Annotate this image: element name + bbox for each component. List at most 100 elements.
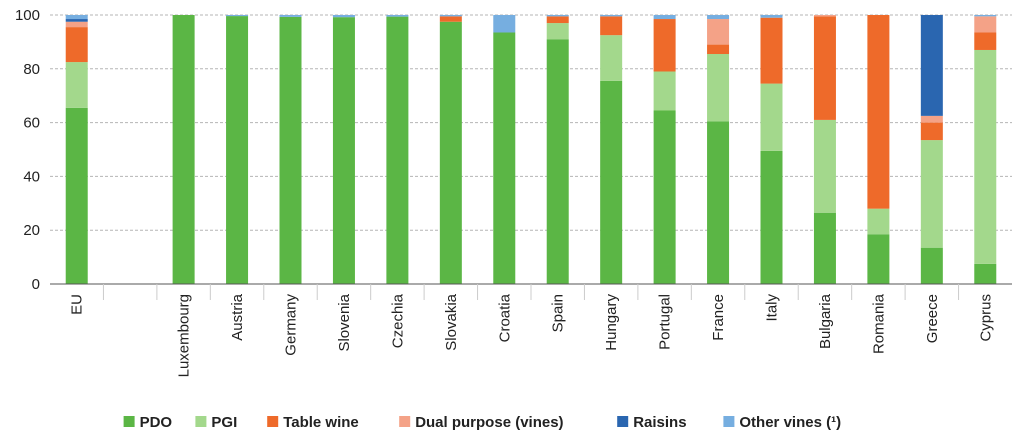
bar-segment-other-vines-spain (546, 15, 569, 17)
bar-segment-pgi-bulgaria (813, 119, 836, 213)
bar-segment-other-vines-czechia (386, 15, 409, 17)
bar-segment-table-wine-france (707, 44, 730, 55)
legend-label-pgi: PGI (211, 414, 237, 431)
x-tick-label-bulgaria: Bulgaria (817, 293, 834, 349)
x-tick-label-luxembourg: Luxembourg (176, 294, 193, 377)
legend-swatch-raisins (617, 416, 629, 427)
x-tick-label-germany: Germany (283, 294, 300, 356)
bar-segment-dual-purpose-cyprus (974, 16, 997, 33)
bar-segment-pdo-spain (546, 39, 569, 285)
bar-segment-other-vines-france (707, 15, 730, 20)
bar-segment-other-vines-slovakia (439, 15, 462, 17)
bar-segment-pdo-germany (279, 16, 302, 285)
bar-segment-pdo-croatia (493, 32, 516, 284)
bar-segment-table-wine-italy (760, 17, 783, 84)
bar-segment-pgi-spain (546, 23, 569, 40)
legend: PDO PGI Table wine Dual purpose (vines) Rais… (123, 414, 841, 431)
bar-segment-dual-purpose-bulgaria (813, 15, 836, 17)
bar-segment-other-vines-italy (760, 15, 783, 18)
bar-segment-table-wine-hungary (600, 16, 623, 36)
bar-segment-pgi-france (707, 54, 730, 122)
bar-segment-pgi-eu (65, 62, 88, 108)
legend-label-pdo: PDO (140, 414, 173, 431)
y-tick-label: 40 (23, 168, 40, 185)
legend-item-other-vines: Other vines (¹) (723, 414, 841, 431)
legend-item-pgi: PGI (195, 414, 237, 431)
legend-item-dual-purpose: Dual purpose (vines) (399, 414, 564, 431)
x-tick-label-croatia: Croatia (496, 293, 513, 342)
bar-segment-pdo-france (707, 121, 730, 284)
x-tick-label-eu: EU (69, 294, 86, 315)
bar-segment-other-vines-austria (226, 15, 249, 17)
bar-segment-table-wine-portugal (653, 19, 676, 72)
bar-segment-pdo-italy (760, 150, 783, 284)
bar-segment-pdo-slovenia (332, 17, 355, 284)
legend-label-other-vines: Other vines (¹) (739, 414, 841, 431)
legend-label-raisins: Raisins (633, 414, 686, 431)
x-tick-label-spain: Spain (550, 294, 567, 332)
bar-segment-pgi-portugal (653, 71, 676, 111)
legend-swatch-dual-purpose (399, 416, 411, 427)
bar-segment-table-wine-spain (546, 16, 569, 24)
bar-segment-pdo-slovakia (439, 21, 462, 284)
bar-segment-dual-purpose-greece (920, 115, 943, 123)
bar-segment-raisins-greece (920, 15, 943, 116)
bar-segment-table-wine-cyprus (974, 32, 997, 50)
y-tick-label: 20 (23, 222, 40, 239)
bar-segment-pdo-romania (867, 234, 890, 284)
bars-layer (65, 15, 997, 285)
x-tick-label-portugal: Portugal (657, 294, 674, 350)
axis-layer: 0 20 40 60 80 100 EU Luxembourg Austria Germany Sl… (15, 7, 1012, 377)
bar-segment-table-wine-eu (65, 27, 88, 63)
legend-swatch-pdo (123, 416, 135, 427)
bar-segment-pdo-austria (226, 16, 249, 285)
bar-segment-table-wine-greece (920, 122, 943, 141)
legend-label-table-wine: Table wine (283, 414, 359, 431)
y-tick-label: 100 (15, 7, 40, 24)
bar-segment-other-vines-cyprus (974, 15, 997, 17)
x-tick-label-czechia: Czechia (389, 293, 406, 348)
bar-segment-pgi-hungary (600, 35, 623, 81)
x-tick-label-france: France (710, 294, 727, 341)
bar-segment-dual-purpose-eu (65, 21, 88, 28)
bar-segment-pgi-cyprus (974, 49, 997, 264)
x-tick-label-greece: Greece (924, 294, 941, 343)
bar-segment-other-vines-portugal (653, 15, 676, 20)
bar-segment-raisins-eu (65, 19, 88, 22)
grid-layer (50, 14, 1012, 231)
legend-item-pdo: PDO (123, 414, 173, 431)
bar-segment-pdo-czechia (386, 16, 409, 284)
legend-swatch-table-wine (267, 416, 279, 427)
x-tick-label-austria: Austria (229, 293, 246, 340)
x-tick-label-italy: Italy (764, 294, 781, 322)
bar-segment-pdo-eu (65, 107, 88, 285)
bar-segment-pdo-portugal (653, 110, 676, 285)
y-tick-label: 60 (23, 115, 40, 132)
bar-segment-table-wine-slovakia (439, 16, 462, 22)
bar-segment-other-vines-eu (65, 15, 88, 20)
legend-label-dual-purpose: Dual purpose (vines) (415, 414, 563, 431)
bar-segment-table-wine-romania (867, 15, 890, 209)
bar-segment-pdo-hungary (600, 80, 623, 284)
bar-segment-pdo-greece (920, 247, 943, 284)
x-tick-label-hungary: Hungary (603, 294, 620, 351)
bar-segment-pgi-italy (760, 83, 783, 151)
bar-segment-dual-purpose-france (707, 19, 730, 45)
x-tick-label-cyprus: Cyprus (977, 294, 994, 342)
bar-segment-other-vines-croatia (493, 15, 516, 33)
legend-item-table-wine: Table wine (267, 414, 359, 431)
bar-segment-pdo-luxembourg (172, 15, 195, 284)
bar-segment-pgi-greece (920, 140, 943, 248)
bar-segment-table-wine-bulgaria (813, 16, 836, 120)
bar-segment-pgi-romania (867, 208, 890, 235)
x-tick-label-slovenia: Slovenia (336, 293, 353, 351)
bar-segment-pdo-bulgaria (813, 212, 836, 284)
x-tick-label-slovakia: Slovakia (443, 293, 460, 350)
bar-segment-other-vines-slovenia (332, 15, 355, 18)
legend-swatch-other-vines (723, 416, 735, 427)
y-tick-label: 0 (32, 276, 40, 293)
x-tick-label-romania: Romania (870, 293, 887, 354)
bar-segment-other-vines-germany (279, 15, 302, 17)
